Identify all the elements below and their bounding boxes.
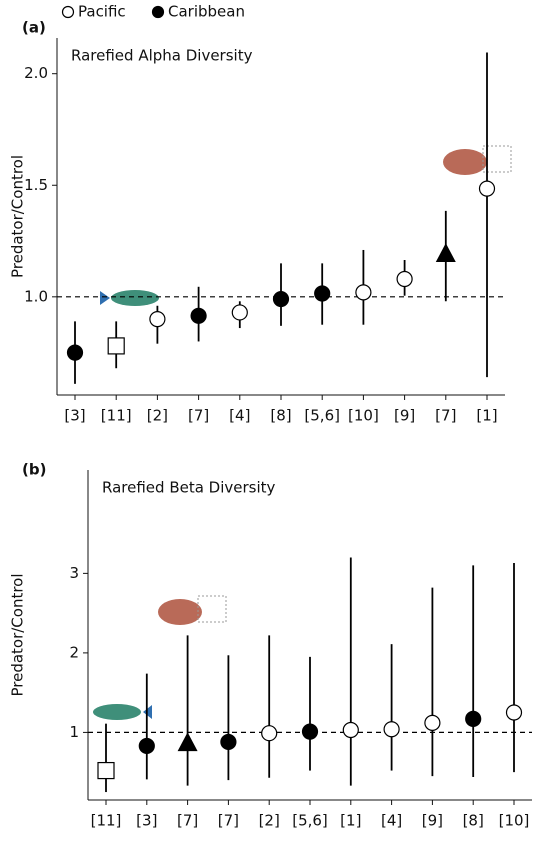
x-tick-label: [1] <box>340 812 361 830</box>
x-tick-label: [2] <box>259 812 280 830</box>
data-point <box>314 285 331 302</box>
data-point <box>478 180 496 197</box>
data-point <box>301 723 319 740</box>
y-axis-label: Predator/Control <box>9 573 27 696</box>
x-tick-label: [4] <box>229 407 250 425</box>
y-axis-label: Predator/Control <box>9 155 27 278</box>
legend-label: Caribbean <box>168 3 245 21</box>
y-tick-label: 3 <box>69 564 79 582</box>
data-point <box>149 311 166 328</box>
x-tick-label: [8] <box>270 407 291 425</box>
x-tick-label: [7] <box>435 407 456 425</box>
y-tick-label: 1.0 <box>24 287 48 305</box>
data-point <box>342 721 359 739</box>
data-point <box>435 243 456 263</box>
x-tick-label: [5,6] <box>292 812 328 830</box>
panel-label: (b) <box>22 461 46 479</box>
x-tick-label: [2] <box>147 407 168 425</box>
data-point <box>231 304 248 321</box>
data-point <box>220 733 237 751</box>
x-tick-label: [10] <box>348 407 379 425</box>
y-tick-label: 2.0 <box>24 64 48 82</box>
legend-marker <box>61 5 75 19</box>
x-tick-label: [3] <box>136 812 157 830</box>
data-point <box>261 725 278 742</box>
y-tick-label: 1.5 <box>24 176 48 194</box>
panel-title: Rarefied Alpha Diversity <box>71 47 253 65</box>
x-tick-label: [11] <box>91 812 122 830</box>
data-point <box>97 761 115 780</box>
x-tick-label: [4] <box>381 812 402 830</box>
x-tick-label: [7] <box>177 812 198 830</box>
x-tick-label: [7] <box>218 812 239 830</box>
data-point <box>272 290 290 308</box>
x-tick-label: [1] <box>476 407 497 425</box>
x-tick-label: [5,6] <box>304 407 340 425</box>
data-point <box>505 704 523 721</box>
fish-illustration <box>93 145 512 720</box>
x-tick-label: [11] <box>101 407 132 425</box>
x-tick-label: [9] <box>422 812 443 830</box>
y-tick-label: 2 <box>69 643 79 661</box>
data-point <box>107 337 125 355</box>
data-point <box>396 270 413 288</box>
data-point <box>190 307 207 324</box>
data-point <box>66 344 84 361</box>
x-tick-label: [10] <box>499 812 530 830</box>
x-tick-label: [7] <box>188 407 209 425</box>
data-point <box>424 714 441 731</box>
data-point <box>383 721 400 738</box>
data-point <box>177 732 198 752</box>
data-point <box>465 710 482 727</box>
legend-marker <box>151 5 165 19</box>
data-point <box>355 284 372 301</box>
x-tick-label: [3] <box>64 407 85 425</box>
legend-label: Pacific <box>78 3 126 21</box>
x-tick-label: [9] <box>394 407 415 425</box>
panel-label: (a) <box>22 19 46 37</box>
y-tick-label: 1 <box>69 723 79 741</box>
data-point <box>138 737 155 755</box>
x-tick-label: [8] <box>463 812 484 830</box>
panel-title: Rarefied Beta Diversity <box>102 479 276 497</box>
